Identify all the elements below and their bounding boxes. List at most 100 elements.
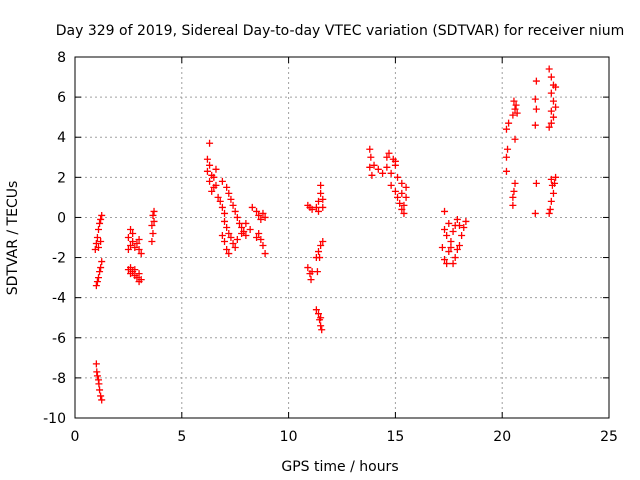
data-point — [255, 229, 263, 237]
y-tick-label: -10 — [43, 411, 66, 427]
data-point — [317, 189, 325, 197]
data-point — [511, 179, 519, 187]
data-point — [257, 236, 265, 244]
data-point — [509, 111, 517, 119]
data-point — [98, 258, 106, 266]
data-point — [238, 229, 246, 237]
data-point — [225, 189, 233, 197]
data-point — [387, 181, 395, 189]
data-point — [545, 65, 553, 73]
data-point — [447, 238, 455, 246]
data-point — [261, 213, 269, 221]
data-point — [210, 173, 218, 181]
data-point — [214, 193, 222, 201]
data-point — [319, 238, 327, 246]
data-point — [206, 161, 214, 169]
data-point — [552, 173, 560, 181]
chart-title: Day 329 of 2019, Sidereal Day-to-day VTE… — [56, 23, 625, 39]
data-point — [451, 254, 459, 262]
data-point — [221, 209, 229, 217]
data-point — [315, 248, 323, 256]
data-point — [208, 187, 216, 195]
data-point — [547, 89, 555, 97]
data-point — [229, 240, 237, 248]
data-point — [92, 360, 100, 368]
data-point — [229, 201, 237, 209]
data-point — [96, 268, 104, 276]
data-point — [223, 223, 231, 231]
data-point — [129, 238, 137, 246]
data-point — [221, 238, 229, 246]
data-point — [221, 217, 229, 225]
data-point — [462, 217, 470, 225]
data-point — [223, 183, 231, 191]
data-point — [225, 250, 233, 258]
data-point — [509, 193, 517, 201]
data-point — [387, 169, 395, 177]
data-point — [92, 240, 100, 248]
data-point — [385, 149, 393, 157]
data-point — [150, 207, 158, 215]
data-point — [203, 167, 211, 175]
data-point — [379, 169, 387, 177]
data-point — [400, 209, 408, 217]
x-tick-label: 20 — [493, 429, 511, 445]
data-point — [443, 231, 451, 239]
data-point — [223, 246, 231, 254]
data-point — [259, 242, 267, 250]
data-point — [549, 113, 557, 121]
data-point — [308, 205, 316, 213]
data-point — [391, 187, 399, 195]
data-point — [248, 203, 256, 211]
data-point — [242, 231, 250, 239]
data-point — [445, 219, 453, 227]
data-point — [383, 153, 391, 161]
data-point — [133, 240, 141, 248]
data-point — [137, 250, 145, 258]
data-point — [315, 197, 323, 205]
data-point — [227, 234, 235, 241]
data-point — [93, 278, 101, 286]
data-point — [97, 215, 105, 223]
data-point — [93, 372, 101, 380]
data-point — [441, 207, 449, 215]
data-point — [370, 161, 378, 169]
data-point — [552, 103, 560, 111]
data-point — [398, 205, 406, 213]
y-axis-label: SDTVAR / TECUs — [5, 181, 21, 296]
data-point — [97, 238, 105, 246]
data-point — [552, 83, 560, 91]
data-point — [218, 203, 226, 211]
data-point — [135, 236, 143, 244]
data-point — [449, 227, 457, 235]
y-tick-label: -8 — [52, 371, 66, 387]
x-tick-label: 10 — [280, 429, 298, 445]
data-point — [532, 77, 540, 85]
data-point — [231, 207, 239, 215]
data-point — [400, 201, 408, 209]
data-point — [366, 163, 374, 171]
data-point — [398, 189, 406, 197]
data-point — [96, 386, 104, 394]
data-point — [445, 248, 453, 256]
data-point — [394, 173, 402, 181]
y-tick-label: -2 — [52, 251, 66, 267]
data-point — [547, 73, 555, 81]
data-point — [318, 326, 326, 334]
data-point — [206, 177, 214, 185]
data-point — [96, 219, 104, 227]
data-point — [443, 260, 451, 268]
data-point — [227, 195, 235, 203]
data-point — [94, 244, 102, 252]
data-point — [206, 139, 214, 147]
data-point — [135, 246, 143, 254]
x-tick-label: 15 — [386, 429, 404, 445]
data-point — [547, 119, 555, 127]
data-point — [549, 97, 557, 105]
data-point — [315, 207, 323, 215]
data-point — [218, 231, 226, 239]
data-point — [391, 157, 399, 165]
data-point — [398, 179, 406, 187]
data-point — [131, 266, 139, 274]
data-point — [510, 187, 518, 195]
